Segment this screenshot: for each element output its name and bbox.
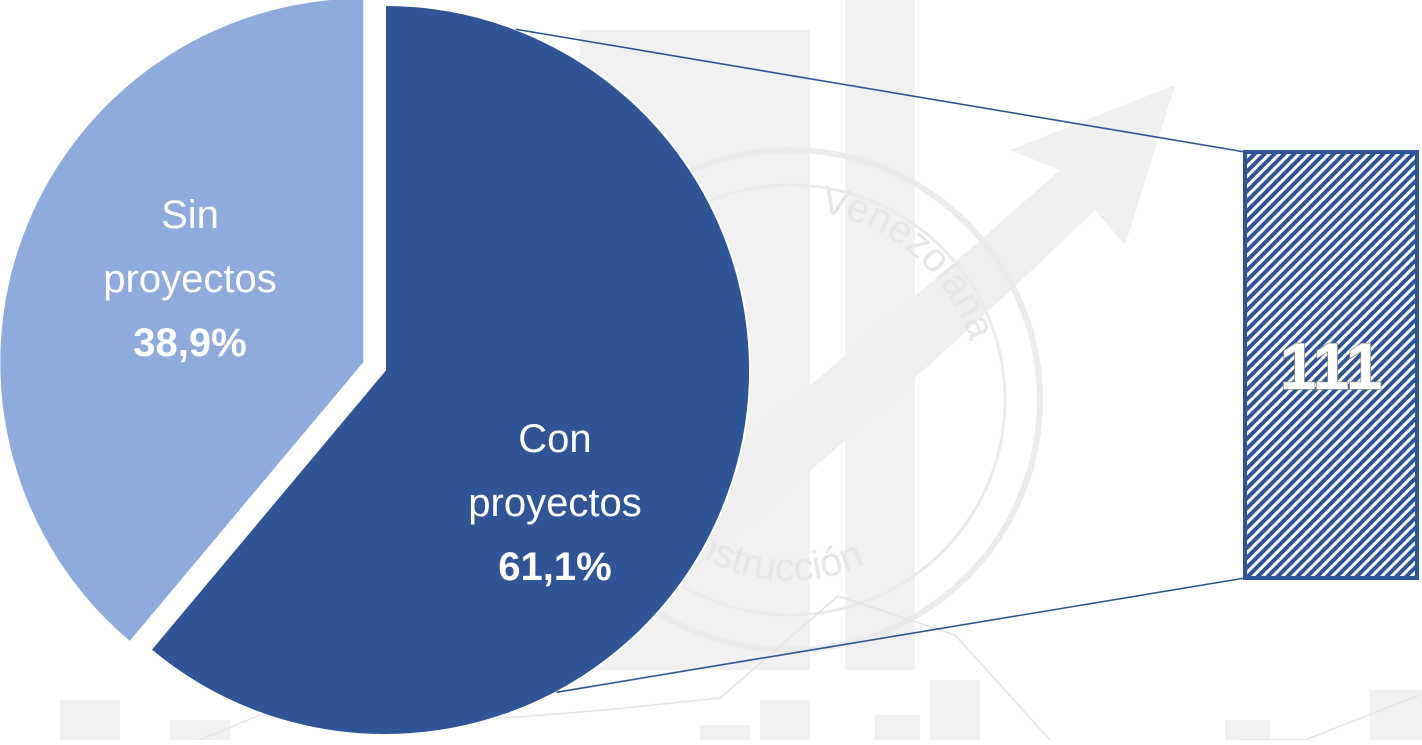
slice-category-label: proyectos [468,481,641,525]
pie-slice-con-proyectos [149,3,751,736]
watermark-bar [60,700,120,740]
callout-box [1243,150,1419,580]
watermark-bar [930,680,980,740]
callout-value: 111 [1280,329,1383,403]
slice-category-label: Sin [161,193,219,237]
watermark-bar [1225,720,1270,740]
slice-category-label: proyectos [103,257,276,301]
slice-value-label: 61,1% [498,545,611,589]
watermark-bar [170,720,230,740]
background-watermark: Venezolana Construcción [60,0,1422,741]
pie-slice-sin-proyectos [0,0,366,644]
callout-connector-bottom [556,577,1246,694]
watermark-bar [700,725,750,740]
watermark-bar [875,715,920,740]
slice-category-label: Con [518,417,591,461]
slice-value-label: 38,9% [133,321,246,365]
callout-connector-top [515,28,1246,153]
watermark-bar [760,700,810,740]
watermark-arrow [600,85,1175,600]
